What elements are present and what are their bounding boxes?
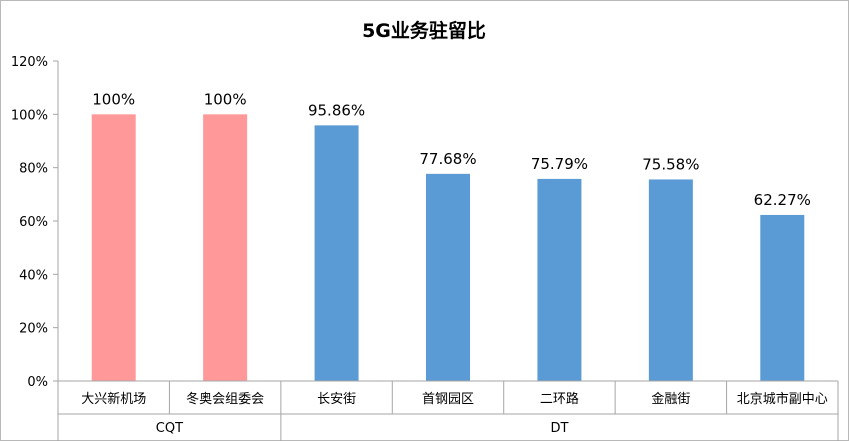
x-category-label: 首钢园区 [422,392,474,407]
data-label: 75.79% [531,155,588,173]
x-category-label: 二环路 [540,391,579,407]
x-category-label: 北京城市副中心 [737,391,828,407]
y-tick-label: 100% [11,108,48,123]
data-label: 95.86% [308,101,365,119]
y-tick-label: 120% [11,55,48,70]
bars [91,114,805,381]
x-axis: 大兴新机场 冬奥会组委会 长安街 首钢园区 二环路 金融街 北京城市副中心 CQT DT [57,380,839,441]
data-labels: 100% 100% 95.86% 77.68% 75.79% 75.58% 62.27% [92,90,811,209]
bar [314,125,359,381]
data-label: 77.68% [419,150,476,168]
y-axis: 0% 20% 40% 60% 80% 100% 120% [11,55,59,390]
bar [760,214,805,381]
x-category-label: 长安街 [317,392,356,407]
data-label: 100% [92,90,135,108]
y-tick-label: 80% [19,162,48,177]
x-category-label: 大兴新机场 [81,391,146,407]
data-label: 100% [204,90,247,108]
data-label: 62.27% [754,191,811,209]
x-category-label: 金融街 [651,391,690,407]
bar [537,178,582,381]
x-category-label: 冬奥会组委会 [186,391,264,407]
data-label: 75.58% [642,155,699,173]
y-tick-label: 40% [19,268,48,283]
bar [648,179,693,381]
x-group-label: CQT [156,421,183,436]
y-tick-label: 0% [27,375,48,390]
bar [91,114,136,381]
bar [203,114,248,381]
y-tick-label: 60% [19,215,48,230]
chart-title: 5G业务驻留比 [362,19,486,42]
x-group-label: DT [550,421,568,436]
bar [426,173,470,381]
y-tick-label: 20% [19,322,48,337]
